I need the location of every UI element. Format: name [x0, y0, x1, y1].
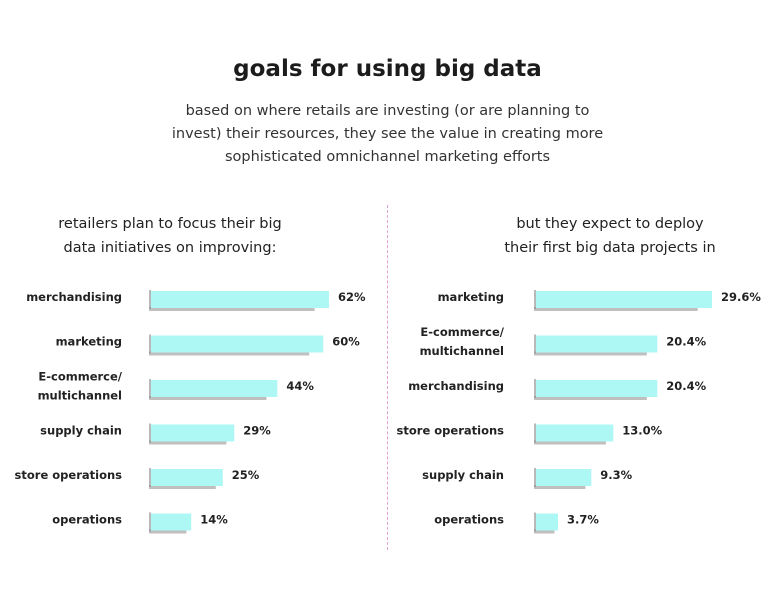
bar-shadow — [534, 440, 606, 445]
category-label: multichannel — [38, 389, 122, 403]
bar — [536, 335, 658, 353]
heading-line: their first big data projects in — [504, 240, 716, 256]
bar — [151, 513, 192, 531]
bar-shadow — [149, 485, 216, 489]
heading-line: retailers plan to focus their big — [58, 216, 282, 232]
bar-edge — [149, 423, 151, 443]
left-chart-heading: retailers plan to focus their big data i… — [40, 212, 300, 260]
bar-shadow — [534, 307, 698, 311]
bar-value-label: 9.3% — [600, 468, 632, 482]
bar-value-label: 62% — [338, 290, 366, 304]
category-label: store operations — [397, 424, 505, 438]
category-label: merchandising — [408, 379, 504, 393]
subtitle-line: based on where retails are investing (or… — [185, 103, 590, 119]
panel-divider — [387, 205, 388, 550]
bar — [151, 469, 223, 486]
bar — [151, 380, 278, 397]
category-label: store operations — [15, 468, 123, 482]
bar-shadow — [534, 529, 555, 534]
category-label: E-commerce/ — [420, 325, 504, 339]
bar-edge — [534, 512, 536, 532]
bar-shadow — [149, 396, 267, 400]
bar — [536, 380, 658, 397]
bar-edge — [534, 379, 536, 398]
infographic-title: goals for using big data — [233, 56, 542, 82]
bar-value-label: 60% — [332, 335, 360, 349]
bar — [151, 424, 235, 442]
category-label: multichannel — [420, 344, 504, 358]
bar-value-label: 20.4% — [666, 335, 706, 349]
bar — [536, 424, 614, 442]
bar-edge — [149, 290, 151, 309]
bar — [536, 513, 558, 531]
bar-edge — [534, 468, 536, 487]
bar — [151, 291, 329, 308]
bar — [536, 291, 712, 308]
bar-value-label: 44% — [286, 379, 314, 393]
bar-edge — [149, 468, 151, 487]
bar-value-label: 14% — [200, 513, 228, 527]
bar — [536, 469, 592, 486]
right-bar-chart: 29.6% marketing 20.4% E-commerce/multichann… — [397, 290, 761, 534]
bar-value-label: 29% — [243, 424, 271, 438]
bar-edge — [149, 512, 151, 532]
category-label: marketing — [56, 335, 122, 349]
category-label: operations — [52, 513, 122, 527]
bar-edge — [534, 423, 536, 443]
category-label: merchandising — [26, 290, 122, 304]
bar-shadow — [149, 351, 310, 356]
bar-shadow — [149, 440, 227, 445]
bar-value-label: 13.0% — [622, 424, 662, 438]
subtitle-line: invest) their resources, they see the va… — [171, 126, 604, 142]
category-label: supply chain — [40, 424, 122, 438]
infographic-subtitle: based on where retails are investing (or… — [130, 100, 645, 169]
bar-value-label: 29.6% — [721, 290, 761, 304]
bar — [151, 335, 324, 353]
heading-line: but they expect to deploy — [516, 216, 704, 232]
bar-shadow — [534, 351, 647, 356]
category-label: supply chain — [422, 468, 504, 482]
bar-edge — [534, 290, 536, 309]
bar-edge — [149, 334, 151, 354]
heading-line: data initiatives on improving: — [63, 240, 277, 256]
subtitle-line: sophisticated omnichannel marketing effo… — [224, 149, 551, 165]
category-label: operations — [434, 513, 504, 527]
bar-shadow — [534, 485, 586, 489]
category-label: marketing — [438, 290, 504, 304]
bar-shadow — [149, 307, 315, 311]
bar-value-label: 20.4% — [666, 379, 706, 393]
bar-edge — [149, 379, 151, 398]
bar-shadow — [149, 529, 187, 534]
category-label: E-commerce/ — [38, 370, 122, 384]
right-chart-heading: but they expect to deploy their first bi… — [470, 212, 750, 260]
bar-value-label: 3.7% — [567, 513, 599, 527]
left-bar-chart: 62% merchandising 60% marketing 44% E-commerc… — [15, 290, 366, 534]
bar-shadow — [534, 396, 647, 400]
bar-value-label: 25% — [232, 468, 260, 482]
bar-edge — [534, 334, 536, 354]
